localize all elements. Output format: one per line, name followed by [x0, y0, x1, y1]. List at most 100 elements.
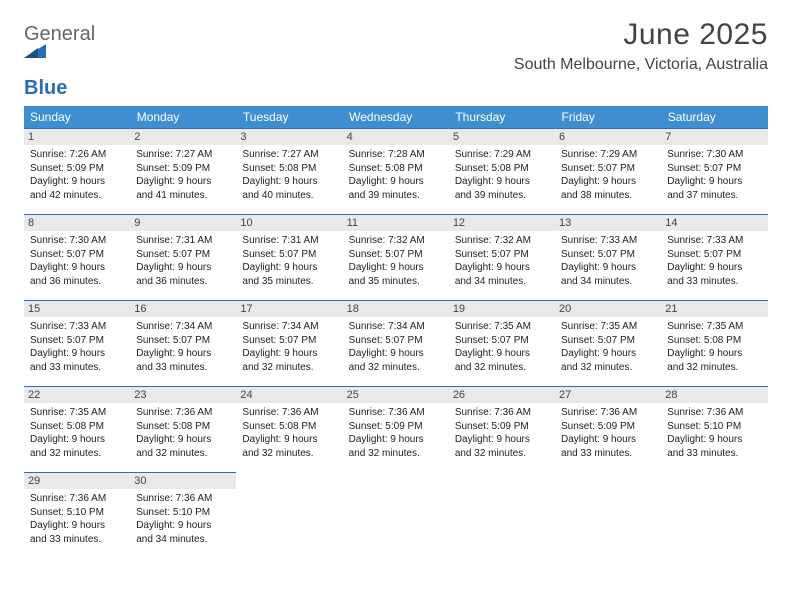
day-number: 1 [24, 129, 130, 145]
cell-details: Sunrise: 7:35 AMSunset: 5:08 PMDaylight:… [667, 320, 761, 374]
logo-text-gray: General [24, 23, 95, 45]
calendar-cell: 8 Sunrise: 7:30 AMSunset: 5:07 PMDaylight… [24, 215, 130, 301]
cell-details: Sunrise: 7:34 AMSunset: 5:07 PMDaylight:… [349, 320, 443, 374]
cell-details: Sunrise: 7:36 AMSunset: 5:10 PMDaylight:… [667, 406, 761, 460]
day-number: 7 [661, 129, 767, 145]
day-number: 2 [130, 129, 236, 145]
calendar-cell: 18 Sunrise: 7:34 AMSunset: 5:07 PMDayligh… [343, 301, 449, 387]
column-header: Saturday [661, 106, 767, 129]
day-number: 21 [661, 301, 767, 317]
day-number: 22 [24, 387, 130, 403]
day-number: 6 [555, 129, 661, 145]
calendar-cell: 6Sunrise: 7:29 AMSunset: 5:07 PMDaylight… [555, 129, 661, 215]
cell-details: Sunrise: 7:26 AMSunset: 5:09 PMDaylight:… [30, 148, 124, 202]
calendar-cell: 13 Sunrise: 7:33 AMSunset: 5:07 PMDayligh… [555, 215, 661, 301]
calendar-cell: 17Sunrise: 7:34 AMSunset: 5:07 PMDayligh… [236, 301, 342, 387]
day-number: 14 [661, 215, 767, 231]
day-number: 16 [130, 301, 236, 317]
cell-details: Sunrise: 7:35 AMSunset: 5:08 PMDaylight:… [30, 406, 124, 460]
logo: General Blue [24, 18, 95, 98]
location-text: South Melbourne, Victoria, Australia [514, 56, 768, 74]
calendar-cell: 15Sunrise: 7:33 AMSunset: 5:07 PMDayligh… [24, 301, 130, 387]
calendar-cell: 29 Sunrise: 7:36 AMSunset: 5:10 PMDayligh… [24, 473, 130, 559]
day-number: 11 [343, 215, 449, 231]
logo-text-blue: Blue [24, 77, 67, 99]
cell-details: Sunrise: 7:30 AMSunset: 5:07 PMDaylight:… [30, 234, 124, 288]
calendar-week: 22 Sunrise: 7:35 AMSunset: 5:08 PMDayligh… [24, 387, 768, 473]
day-number: 17 [236, 301, 342, 317]
cell-details: Sunrise: 7:33 AMSunset: 5:07 PMDaylight:… [30, 320, 124, 374]
page-title: June 2025 [514, 18, 768, 52]
calendar-cell: 10 Sunrise: 7:31 AMSunset: 5:07 PMDayligh… [236, 215, 342, 301]
cell-details: Sunrise: 7:27 AMSunset: 5:08 PMDaylight:… [242, 148, 336, 202]
day-number: 29 [24, 473, 130, 489]
calendar-body: 1 Sunrise: 7:26 AMSunset: 5:09 PMDaylight… [24, 129, 768, 559]
header: General Blue June 2025 South Melbourne, … [24, 18, 768, 98]
calendar-cell [343, 473, 449, 559]
calendar-cell: 28Sunrise: 7:36 AMSunset: 5:10 PMDayligh… [661, 387, 767, 473]
calendar-cell: 14 Sunrise: 7:33 AMSunset: 5:07 PMDayligh… [661, 215, 767, 301]
day-number: 24 [236, 387, 342, 403]
day-number: 23 [130, 387, 236, 403]
cell-details: Sunrise: 7:32 AMSunset: 5:07 PMDaylight:… [455, 234, 549, 288]
column-header: Thursday [449, 106, 555, 129]
calendar-cell: 16 Sunrise: 7:34 AMSunset: 5:07 PMDayligh… [130, 301, 236, 387]
day-number: 18 [343, 301, 449, 317]
day-number: 26 [449, 387, 555, 403]
calendar-cell: 19Sunrise: 7:35 AMSunset: 5:07 PMDayligh… [449, 301, 555, 387]
column-header: Sunday [24, 106, 130, 129]
calendar-cell: 4Sunrise: 7:28 AMSunset: 5:08 PMDaylight… [343, 129, 449, 215]
day-number: 10 [236, 215, 342, 231]
cell-details: Sunrise: 7:35 AMSunset: 5:07 PMDaylight:… [561, 320, 655, 374]
logo-mark [24, 44, 95, 58]
day-number: 5 [449, 129, 555, 145]
cell-details: Sunrise: 7:33 AMSunset: 5:07 PMDaylight:… [667, 234, 761, 288]
cell-details: Sunrise: 7:31 AMSunset: 5:07 PMDaylight:… [242, 234, 336, 288]
calendar-page: General Blue June 2025 South Melbourne, … [0, 0, 792, 577]
calendar-cell: 25Sunrise: 7:36 AMSunset: 5:09 PMDayligh… [343, 387, 449, 473]
calendar-cell: 2 Sunrise: 7:27 AMSunset: 5:09 PMDaylight… [130, 129, 236, 215]
calendar-week: 15Sunrise: 7:33 AMSunset: 5:07 PMDayligh… [24, 301, 768, 387]
calendar-cell: 12 Sunrise: 7:32 AMSunset: 5:07 PMDayligh… [449, 215, 555, 301]
cell-details: Sunrise: 7:36 AMSunset: 5:08 PMDaylight:… [136, 406, 230, 460]
calendar-week: 8 Sunrise: 7:30 AMSunset: 5:07 PMDaylight… [24, 215, 768, 301]
day-number: 12 [449, 215, 555, 231]
column-header: Friday [555, 106, 661, 129]
cell-details: Sunrise: 7:36 AMSunset: 5:09 PMDaylight:… [455, 406, 549, 460]
calendar-cell: 11 Sunrise: 7:32 AMSunset: 5:07 PMDayligh… [343, 215, 449, 301]
calendar-week: 29 Sunrise: 7:36 AMSunset: 5:10 PMDayligh… [24, 473, 768, 559]
calendar-cell: 1 Sunrise: 7:26 AMSunset: 5:09 PMDaylight… [24, 129, 130, 215]
day-number: 19 [449, 301, 555, 317]
cell-details: Sunrise: 7:27 AMSunset: 5:09 PMDaylight:… [136, 148, 230, 202]
column-header: Wednesday [343, 106, 449, 129]
day-number: 20 [555, 301, 661, 317]
cell-details: Sunrise: 7:36 AMSunset: 5:10 PMDaylight:… [136, 492, 230, 546]
day-number: 8 [24, 215, 130, 231]
calendar-cell [661, 473, 767, 559]
calendar-cell [555, 473, 661, 559]
calendar-cell: 3Sunrise: 7:27 AMSunset: 5:08 PMDaylight… [236, 129, 342, 215]
cell-details: Sunrise: 7:33 AMSunset: 5:07 PMDaylight:… [561, 234, 655, 288]
cell-details: Sunrise: 7:31 AMSunset: 5:07 PMDaylight:… [136, 234, 230, 288]
day-number: 27 [555, 387, 661, 403]
calendar-cell: 9 Sunrise: 7:31 AMSunset: 5:07 PMDaylight… [130, 215, 236, 301]
column-header: Tuesday [236, 106, 342, 129]
cell-details: Sunrise: 7:28 AMSunset: 5:08 PMDaylight:… [349, 148, 443, 202]
calendar-cell: 26 Sunrise: 7:36 AMSunset: 5:09 PMDayligh… [449, 387, 555, 473]
cell-details: Sunrise: 7:32 AMSunset: 5:07 PMDaylight:… [349, 234, 443, 288]
cell-details: Sunrise: 7:36 AMSunset: 5:08 PMDaylight:… [242, 406, 336, 460]
calendar-cell: 24 Sunrise: 7:36 AMSunset: 5:08 PMDayligh… [236, 387, 342, 473]
day-number: 13 [555, 215, 661, 231]
cell-details: Sunrise: 7:29 AMSunset: 5:08 PMDaylight:… [455, 148, 549, 202]
calendar-cell [449, 473, 555, 559]
calendar-cell: 30Sunrise: 7:36 AMSunset: 5:10 PMDayligh… [130, 473, 236, 559]
cell-details: Sunrise: 7:36 AMSunset: 5:09 PMDaylight:… [561, 406, 655, 460]
calendar-cell: 23 Sunrise: 7:36 AMSunset: 5:08 PMDayligh… [130, 387, 236, 473]
calendar-cell: 27 Sunrise: 7:36 AMSunset: 5:09 PMDayligh… [555, 387, 661, 473]
day-number: 9 [130, 215, 236, 231]
calendar-cell: 22 Sunrise: 7:35 AMSunset: 5:08 PMDayligh… [24, 387, 130, 473]
column-header: Monday [130, 106, 236, 129]
calendar-week: 1 Sunrise: 7:26 AMSunset: 5:09 PMDaylight… [24, 129, 768, 215]
cell-details: Sunrise: 7:36 AMSunset: 5:10 PMDaylight:… [30, 492, 124, 546]
cell-details: Sunrise: 7:34 AMSunset: 5:07 PMDaylight:… [136, 320, 230, 374]
